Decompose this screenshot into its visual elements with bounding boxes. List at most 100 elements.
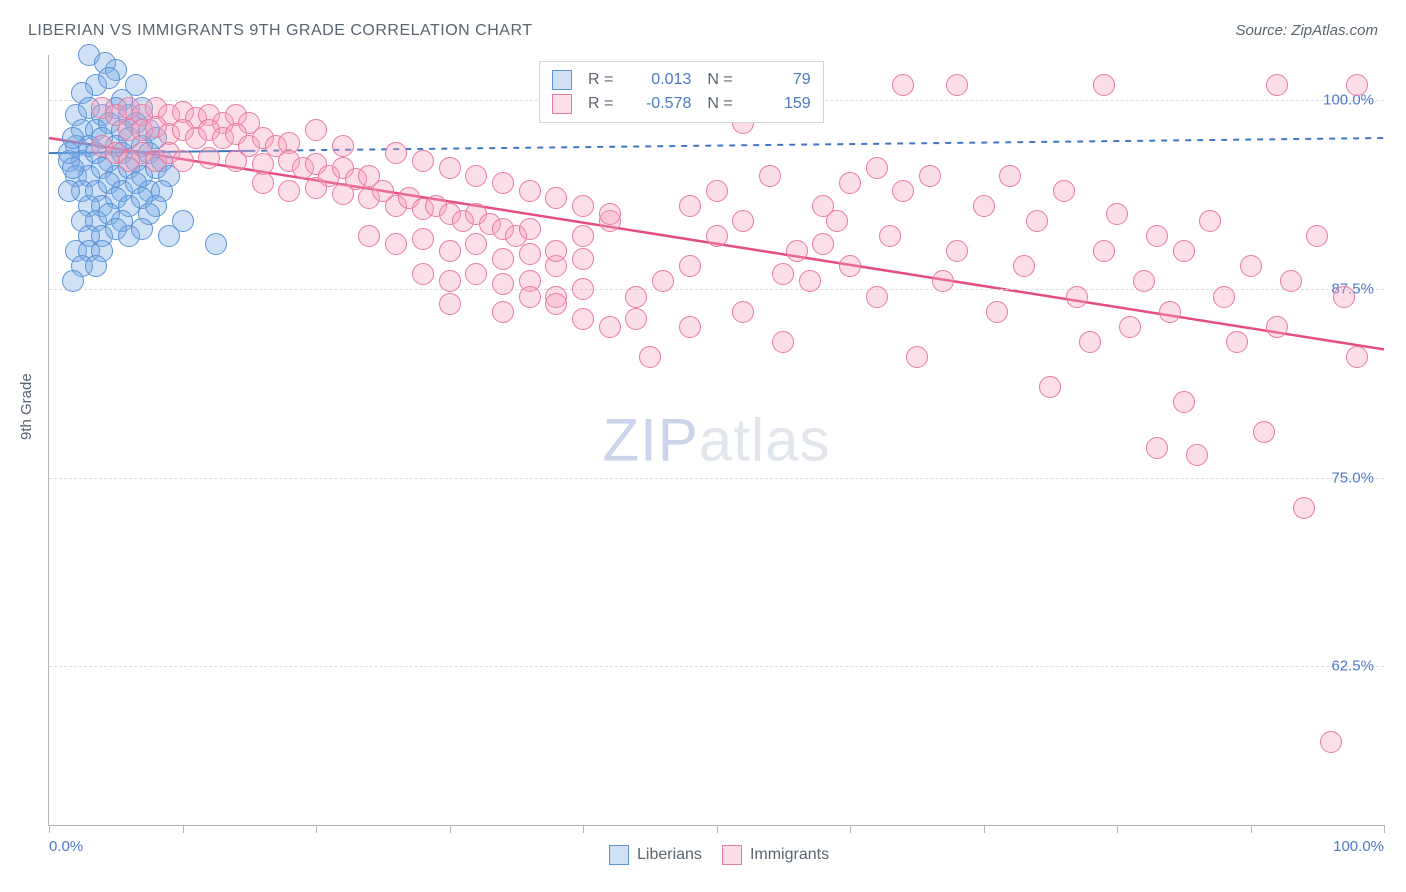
data-point [919, 165, 941, 187]
data-point [492, 301, 514, 323]
data-point [465, 263, 487, 285]
source-attribution: Source: ZipAtlas.com [1235, 22, 1378, 39]
data-point [225, 150, 247, 172]
data-point [98, 67, 120, 89]
y-tick-label: 100.0% [1323, 92, 1374, 109]
legend-stats-row: R =-0.578N =159 [552, 92, 811, 116]
gridline-h [49, 289, 1384, 290]
data-point [625, 286, 647, 308]
data-point [1093, 240, 1115, 262]
data-point [759, 165, 781, 187]
data-point [439, 240, 461, 262]
x-tick [1384, 825, 1385, 833]
data-point [118, 150, 140, 172]
x-axis-max-label: 100.0% [1333, 838, 1384, 855]
data-point [172, 150, 194, 172]
legend-series-name: Liberians [637, 846, 702, 863]
legend-swatch [552, 94, 572, 114]
data-point [679, 316, 701, 338]
data-point [131, 218, 153, 240]
data-point [305, 177, 327, 199]
data-point [278, 180, 300, 202]
data-point [1013, 255, 1035, 277]
x-tick [984, 825, 985, 833]
y-tick-label: 75.0% [1331, 469, 1374, 486]
data-point [572, 248, 594, 270]
x-tick [1117, 825, 1118, 833]
data-point [572, 195, 594, 217]
data-point [679, 255, 701, 277]
data-point [999, 165, 1021, 187]
data-point [599, 316, 621, 338]
data-point [812, 233, 834, 255]
data-point [439, 270, 461, 292]
data-point [1106, 203, 1128, 225]
data-point [465, 165, 487, 187]
data-point [1159, 301, 1181, 323]
data-point [973, 195, 995, 217]
data-point [385, 233, 407, 255]
legend-n-label: N = [707, 95, 732, 113]
legend-n-value: 79 [753, 71, 811, 89]
data-point [62, 127, 84, 149]
data-point [172, 210, 194, 232]
data-point [1240, 255, 1262, 277]
data-point [519, 243, 541, 265]
x-tick [850, 825, 851, 833]
gridline-h [49, 666, 1384, 667]
data-point [1266, 316, 1288, 338]
data-point [1026, 210, 1048, 232]
legend-r-value: -0.578 [633, 95, 691, 113]
x-tick [583, 825, 584, 833]
legend-swatch [552, 70, 572, 90]
data-point [412, 263, 434, 285]
y-tick-label: 62.5% [1331, 658, 1374, 675]
x-tick [1251, 825, 1252, 833]
trend-lines-layer [49, 55, 1384, 825]
data-point [85, 255, 107, 277]
data-point [679, 195, 701, 217]
data-point [439, 157, 461, 179]
data-point [1079, 331, 1101, 353]
data-point [706, 225, 728, 247]
data-point [332, 135, 354, 157]
data-point [572, 278, 594, 300]
data-point [906, 346, 928, 368]
data-point [519, 286, 541, 308]
legend-stats: R =0.013N =79R =-0.578N =159 [539, 61, 824, 123]
data-point [1093, 74, 1115, 96]
data-point [1333, 286, 1355, 308]
data-point [1293, 497, 1315, 519]
data-point [1066, 286, 1088, 308]
data-point [986, 301, 1008, 323]
data-point [946, 74, 968, 96]
data-point [1173, 391, 1195, 413]
data-point [946, 240, 968, 262]
data-point [412, 150, 434, 172]
data-point [572, 225, 594, 247]
data-point [1053, 180, 1075, 202]
data-point [492, 248, 514, 270]
data-point [772, 263, 794, 285]
legend-n-value: 159 [753, 95, 811, 113]
x-tick [183, 825, 184, 833]
legend-swatch [722, 845, 742, 865]
data-point [439, 293, 461, 315]
data-point [519, 180, 541, 202]
y-axis-label: 9th Grade [18, 373, 35, 440]
legend-series: LiberiansImmigrants [589, 845, 829, 865]
data-point [58, 180, 80, 202]
x-tick [450, 825, 451, 833]
data-point [519, 218, 541, 240]
data-point [205, 233, 227, 255]
data-point [772, 331, 794, 353]
data-point [706, 180, 728, 202]
legend-stats-row: R =0.013N =79 [552, 68, 811, 92]
data-point [1133, 270, 1155, 292]
x-tick [49, 825, 50, 833]
data-point [1280, 270, 1302, 292]
data-point [1226, 331, 1248, 353]
data-point [125, 74, 147, 96]
data-point [1213, 286, 1235, 308]
data-point [252, 172, 274, 194]
